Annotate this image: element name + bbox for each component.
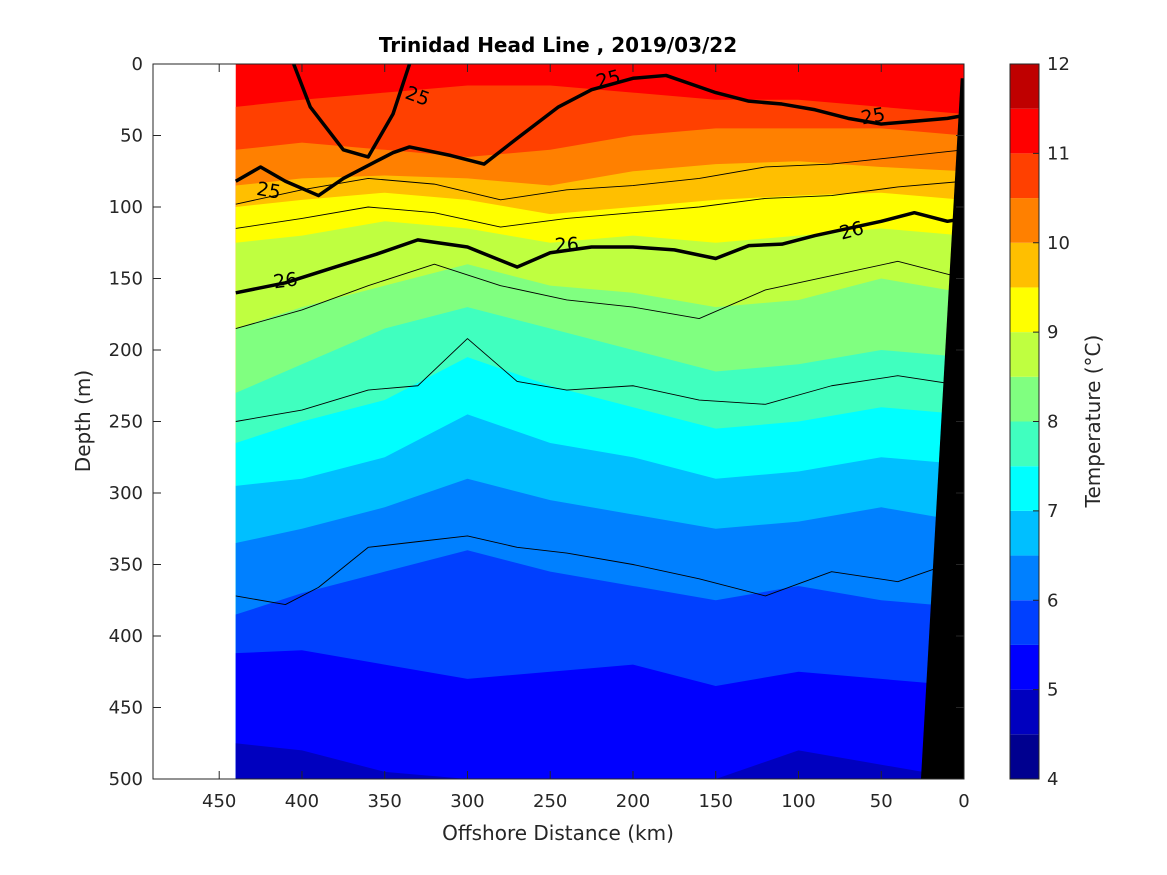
colorbar-tick-label: 6 <box>1047 590 1058 611</box>
density-contour-major <box>235 210 964 295</box>
density-contour-minor <box>235 338 964 422</box>
colorbar-tick-label: 12 <box>1047 54 1070 75</box>
colorbar-swatch <box>1010 376 1039 422</box>
y-tick-label: 150 <box>109 269 143 290</box>
colorbar-tick-label: 8 <box>1047 412 1058 433</box>
y-tick-label: 250 <box>109 412 143 433</box>
temperature-fill <box>235 64 964 779</box>
x-tick-label: 450 <box>202 791 236 812</box>
y-tick-label: 500 <box>109 769 143 790</box>
colorbar-label: Temperature (°C) <box>1081 335 1105 509</box>
colorbar-swatch <box>1010 466 1039 511</box>
x-axis: 450 400 350 300 250 200 150 100 50 0 <box>202 64 970 812</box>
colorbar-swatch <box>1010 242 1039 288</box>
y-tick-label: 350 <box>109 555 143 576</box>
colorbar-swatch <box>1010 64 1039 109</box>
x-tick-label: 300 <box>450 791 484 812</box>
colorbar-swatch <box>1010 108 1039 154</box>
y-tick-label: 300 <box>109 483 143 504</box>
colorbar-swatch <box>1010 644 1039 690</box>
colorbar-swatch <box>1010 198 1039 243</box>
density-contours <box>234 64 964 605</box>
colorbar-tick-label: 9 <box>1047 322 1058 343</box>
contour-label: 26 <box>272 268 299 293</box>
contour-label: 25 <box>255 178 283 204</box>
colorbar-tick-label: 5 <box>1047 680 1058 701</box>
y-tick-label: 400 <box>109 626 143 647</box>
y-tick-label: 200 <box>109 340 143 361</box>
y-tick-label: 450 <box>109 698 143 719</box>
colorbar-tick-label: 10 <box>1047 233 1070 254</box>
x-tick-label: 0 <box>958 791 969 812</box>
seafloor-wedge <box>920 78 964 779</box>
x-tick-label: 100 <box>781 791 815 812</box>
density-contour-major <box>234 73 964 198</box>
y-tick-label: 100 <box>109 197 143 218</box>
temperature-band <box>235 650 964 779</box>
bathymetry-mask <box>920 78 964 779</box>
colorbar-swatch <box>1010 600 1039 645</box>
contour-label: 25 <box>859 104 887 130</box>
contour-label: 26 <box>554 234 579 257</box>
colorbar-tick-label: 7 <box>1047 501 1058 522</box>
density-contour-minor <box>235 260 964 329</box>
colorbar-swatch <box>1010 555 1039 601</box>
colorbar-swatch <box>1010 153 1039 199</box>
x-tick-label: 400 <box>285 791 319 812</box>
y-tick-label: 50 <box>120 126 143 147</box>
x-tick-label: 150 <box>699 791 733 812</box>
x-axis-label: Offshore Distance (km) <box>442 821 674 845</box>
chart-title: Trinidad Head Line , 2019/03/22 <box>379 33 737 57</box>
x-tick-label: 250 <box>533 791 567 812</box>
density-contour-minor <box>235 535 940 605</box>
colorbar-swatch <box>1010 734 1039 779</box>
y-tick-label: 0 <box>132 54 143 75</box>
colorbar: 4 5 6 7 8 9 10 11 12 <box>1009 54 1070 790</box>
colorbar-swatch <box>1010 421 1039 467</box>
colorbar-tick-label: 11 <box>1047 143 1070 164</box>
colorbar-tick-label: 4 <box>1047 769 1058 790</box>
x-tick-label: 350 <box>368 791 402 812</box>
temperature-band <box>235 743 964 779</box>
x-tick-label: 200 <box>616 791 650 812</box>
colorbar-swatch <box>1010 287 1039 333</box>
y-axis-label: Depth (m) <box>71 370 95 472</box>
x-tick-label: 50 <box>870 791 893 812</box>
y-axis: 0 50 100 150 200 250 300 350 400 450 500 <box>109 54 964 790</box>
density-contour-minor <box>235 149 964 205</box>
colorbar-swatch <box>1010 510 1039 556</box>
density-contour-minor <box>235 180 964 229</box>
colorbar-swatch <box>1010 689 1039 735</box>
colorbar-swatch <box>1010 332 1039 377</box>
density-contour-major <box>292 64 412 159</box>
